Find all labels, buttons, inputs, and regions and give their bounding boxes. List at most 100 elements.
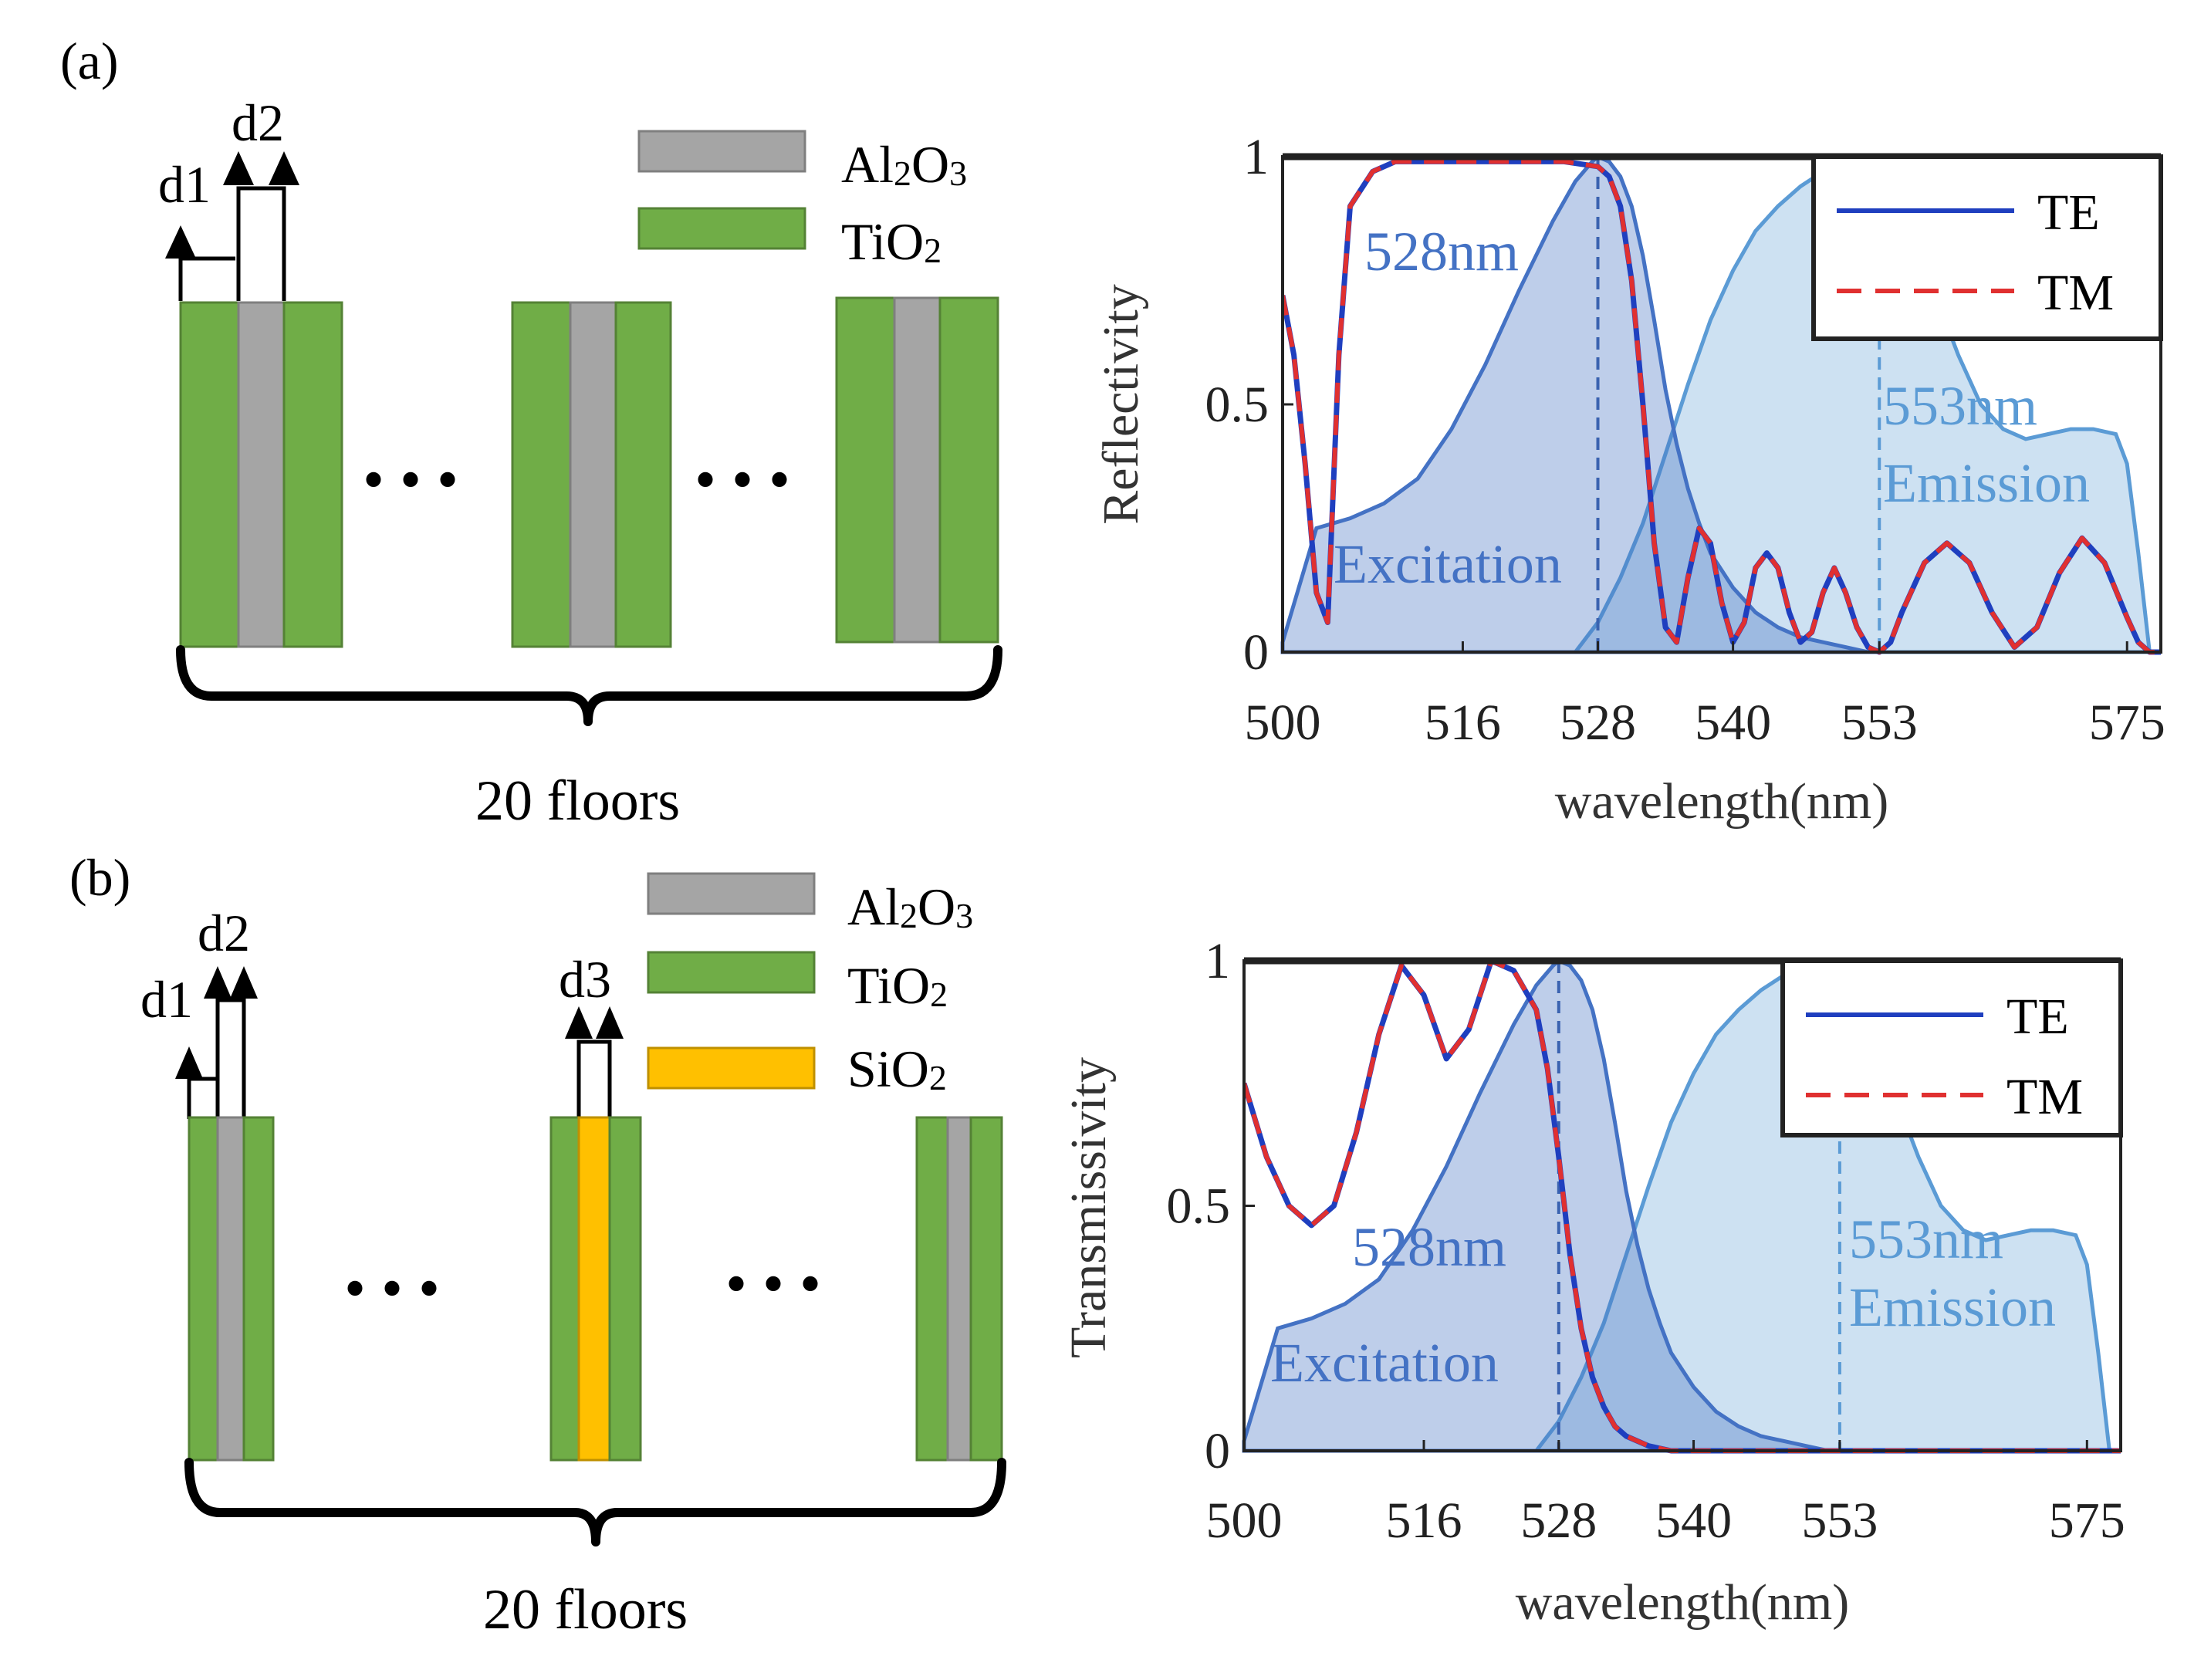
d2-label-b: d2 <box>198 904 250 962</box>
material-legend-b: Al2O3 TiO2 SiO2 <box>647 872 973 1098</box>
x-tick-label: 528 <box>1520 1492 1597 1549</box>
emission-peak-label: 553nm <box>1849 1208 2003 1270</box>
tio2-layer <box>938 296 999 644</box>
tio2-layer <box>614 301 672 648</box>
emission-label: Emission <box>1849 1276 2056 1338</box>
floors-label-a: 20 floors <box>475 769 680 833</box>
excitation-label: Excitation <box>1270 1332 1499 1394</box>
x-tick-label: 500 <box>1245 695 1321 751</box>
x-axis-label: wavelength(nm) <box>1555 773 1889 830</box>
d1-bracket-b <box>187 1077 218 1119</box>
x-axis-label: wavelength(nm) <box>1516 1574 1850 1631</box>
layer-stack-a-3 <box>835 296 999 644</box>
d1-arrowhead-b <box>175 1046 203 1079</box>
tio2-layer <box>242 1116 275 1462</box>
ellipsis-b-1: • • • <box>344 1255 440 1323</box>
y-axis-label: Reflectivity <box>1093 284 1149 525</box>
sio2-label: SiO2 <box>847 1039 947 1098</box>
al2o3-layer <box>893 296 942 644</box>
series-line-tm <box>1244 958 2121 1453</box>
y-tick-label: 1 <box>1205 933 1230 989</box>
al2o3-layer <box>946 1116 972 1462</box>
brace-b <box>184 1458 1006 1546</box>
y-tick-label: 0 <box>1205 1423 1230 1479</box>
layer-stack-b-1 <box>188 1116 275 1462</box>
x-tick-label: 540 <box>1655 1492 1732 1549</box>
layer-stack-b-2 <box>549 1116 642 1462</box>
tio2-label: TiO2 <box>841 212 942 271</box>
y-tick-label: 0 <box>1243 624 1269 681</box>
tio2-layer <box>179 301 240 648</box>
x-tick-label: 575 <box>2049 1492 2125 1549</box>
tio2-layer <box>511 301 572 648</box>
d2-arrowhead-right-b <box>230 966 258 999</box>
excitation-band <box>1242 958 1840 1453</box>
sio2-layer <box>577 1116 611 1462</box>
y-tick-label: 0.5 <box>1205 377 1269 433</box>
d2-arrowhead-right-a <box>269 151 299 185</box>
brace-a <box>176 645 1002 726</box>
legend-label-te: TE <box>2037 184 2100 241</box>
y-tick-label: 1 <box>1243 129 1269 185</box>
d3-label-b: d3 <box>559 950 611 1009</box>
material-legend-a: Al2O3 TiO2 <box>637 130 967 271</box>
tio2-layer <box>188 1116 219 1462</box>
d3-arrowhead-right-b <box>596 1006 624 1039</box>
tio2-layer <box>969 1116 1003 1462</box>
tio2-swatch <box>647 951 816 994</box>
d2-bracket-a <box>236 186 286 301</box>
excitation-peak-label: 528nm <box>1364 221 1519 282</box>
tio2-layer <box>549 1116 580 1462</box>
series-line-tm <box>1283 159 2161 654</box>
ellipsis-a-2: • • • <box>695 446 790 514</box>
tio2-layer <box>835 296 896 644</box>
ellipsis-a-1: • • • <box>363 446 458 514</box>
series-group <box>1283 158 2161 655</box>
legend: TE TM <box>1811 154 2163 341</box>
legend-label-tm: TM <box>2037 265 2114 321</box>
d2-label-a: d2 <box>232 93 284 152</box>
emission-label: Emission <box>1883 452 2090 514</box>
transmissivity-chart: 528nm 553nm Excitation Emission 500 516 528 540… <box>1060 933 2125 1631</box>
dimension-arrows-a: d1 d2 <box>158 93 299 301</box>
d1-label-a: d1 <box>158 155 211 214</box>
x-tick-label: 553 <box>1801 1492 1878 1549</box>
reflectivity-chart: 528nm 553nm Excitation Emission 500 516 528 540… <box>1093 129 2165 830</box>
panel-label-a: (a) <box>60 32 118 90</box>
tio2-swatch <box>637 207 806 250</box>
al2o3-layer <box>237 301 286 648</box>
excitation-label: Excitation <box>1334 533 1562 595</box>
x-tick-label: 540 <box>1695 695 1771 751</box>
legend-box <box>1780 958 2123 1137</box>
legend-label-tm: TM <box>2006 1069 2083 1125</box>
d1-bracket-a <box>178 256 235 301</box>
d3-arrowhead-left-b <box>565 1006 593 1039</box>
layer-stack-a-2 <box>511 301 672 648</box>
legend: TE TM <box>1780 958 2123 1137</box>
x-tick-label: 516 <box>1425 695 1501 751</box>
d2-arrowhead-left-a <box>223 151 254 185</box>
layer-stack-b-3 <box>915 1116 1003 1462</box>
al2o3-layer <box>216 1116 245 1462</box>
tio2-label: TiO2 <box>847 956 948 1015</box>
emission-peak-label: 553nm <box>1883 375 2037 437</box>
excitation-band <box>1280 154 1880 654</box>
y-tick-label: 0.5 <box>1167 1178 1231 1235</box>
x-tick-label: 553 <box>1841 695 1918 751</box>
al2o3-swatch <box>637 130 806 173</box>
d2-bracket-b <box>215 998 246 1119</box>
y-axis-label: Transmissivity <box>1060 1057 1117 1358</box>
d3-bracket-b <box>576 1039 612 1119</box>
legend-box <box>1811 154 2163 341</box>
x-tick-label: 516 <box>1386 1492 1462 1549</box>
tio2-layer <box>915 1116 949 1462</box>
x-tick-label: 575 <box>2089 695 2165 751</box>
dimension-arrows-b: d1 d2 d3 <box>140 904 624 1119</box>
al2o3-layer <box>569 301 617 648</box>
x-tick-label: 500 <box>1206 1492 1283 1549</box>
panel-label-b: (b) <box>69 848 130 907</box>
legend-label-te: TE <box>2006 989 2069 1045</box>
d1-arrowhead-a <box>165 225 196 259</box>
al2o3-label: Al2O3 <box>847 877 973 936</box>
